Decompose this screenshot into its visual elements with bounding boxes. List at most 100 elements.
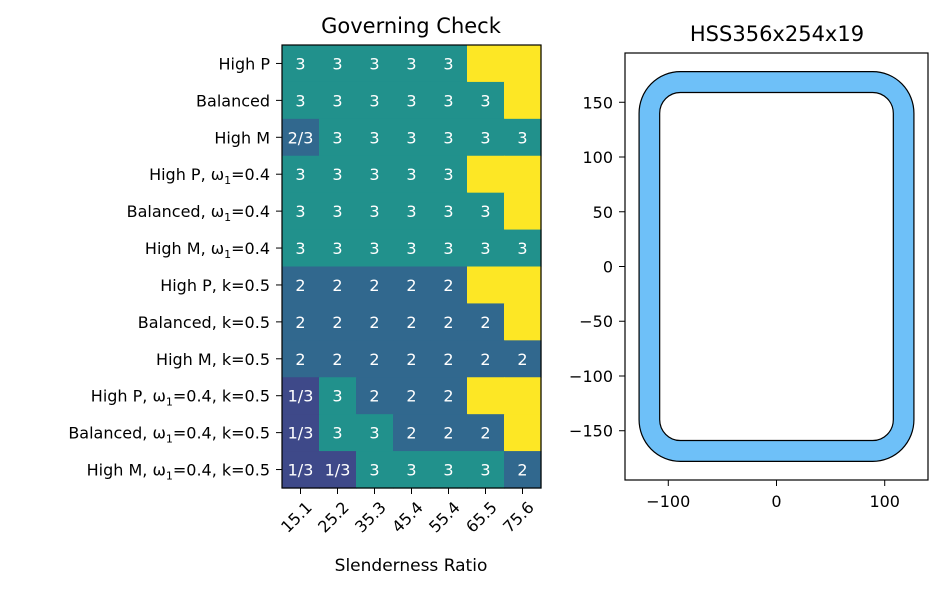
heatmap-cell-label: 3 [406,91,416,110]
heatmap-cell-label: 2 [369,276,379,295]
heatmap-cell [467,192,505,231]
heatmap-cell [393,229,431,268]
heatmap-cell [393,340,431,378]
heatmap-cell [282,414,320,452]
heatmap-cell [282,45,320,83]
heatmap-cell [282,155,320,194]
heatmap-cell [430,414,468,452]
heatmap-cell [430,377,468,415]
y-tick-label: High M, ω1=0.4, k=0.5 [87,461,270,483]
heatmap-cell-label: 3 [332,54,342,73]
heatmap-cell-label: 2 [406,424,416,443]
heatmap-cell [504,155,542,194]
y-tick-label: Balanced, ω1=0.4, k=0.5 [68,424,270,446]
y-tick-label: High M, ω1=0.4 [145,239,270,261]
heatmap-cell-label: 2 [517,350,527,369]
heatmap-cell-label: 2 [332,313,342,332]
heatmap-cell-label: 2 [295,276,305,295]
x-tick-label: −100 [646,492,690,511]
heatmap-cell [467,81,505,120]
heatmap-cell-label: 3 [406,239,416,258]
heatmap-cell-label: 3 [443,128,453,147]
heatmap-cell-label: 3 [295,165,305,184]
heatmap-cell-label: 2 [369,350,379,369]
heatmap-cell-label: 3 [332,91,342,110]
heatmap-cell-label: 3 [369,91,379,110]
heatmap-cell-label: 2 [406,276,416,295]
heatmap-cell-label: 1/3 [288,387,314,406]
heatmap-cell-label: 1/3 [288,461,314,480]
heatmap-cell [504,414,542,452]
heatmap-cell [467,266,505,305]
heatmap-cell-label: 3 [406,128,416,147]
heatmap-cell [319,229,357,268]
y-tick-label: Balanced [196,91,270,110]
heatmap-cell-label: 3 [406,202,416,221]
heatmap-cells [282,45,542,489]
heatmap-cell [504,45,542,83]
heatmap-cell-label: 3 [369,461,379,480]
heatmap-cell-label: 3 [443,239,453,258]
heatmap-cell-label: 1/3 [325,461,351,480]
heatmap-cell-label: 3 [480,128,490,147]
heatmap-cell [430,451,468,489]
heatmap-cell [356,451,394,489]
y-tick-label: −150 [569,422,613,441]
heatmap-cell-label: 3 [517,128,527,147]
section-shape [638,71,915,462]
heatmap-cell-label: 2 [480,313,490,332]
heatmap-cell-label: 3 [369,128,379,147]
heatmap-cell [356,340,394,378]
heatmap-cell-label: 3 [406,461,416,480]
heatmap-y-ticks: High P Balanced High M High P, ω1=0.4 Balanc… [68,54,282,483]
heatmap-cell [430,192,468,231]
y-tick-label: High P, ω1=0.4 [149,165,270,187]
x-tick-label: 100 [869,492,900,511]
heatmap-cell-label: 2 [480,350,490,369]
x-tick-label: 55.4 [425,498,464,537]
heatmap-cell [393,451,431,489]
heatmap-cell [282,303,320,341]
heatmap-cell-label: 2 [295,313,305,332]
heatmap-cell [356,81,394,120]
x-tick-label: 75.6 [499,498,538,537]
heatmap-cell [430,81,468,120]
heatmap-cell [356,266,394,305]
heatmap-cell-label: 3 [332,128,342,147]
heatmap-cell [467,414,505,452]
heatmap-cell-label: 3 [480,461,490,480]
heatmap-cell [504,303,542,341]
heatmap-cell [319,155,357,194]
heatmap-cell [393,45,431,83]
heatmap-cell [282,81,320,120]
y-tick-label: High M [214,128,270,147]
heatmap-cell [319,414,357,452]
heatmap-cell-label: 3 [443,202,453,221]
heatmap-cell [393,303,431,341]
heatmap-cell [504,377,542,415]
heatmap-cell [467,118,505,157]
heatmap-cell-label: 3 [295,54,305,73]
heatmap-cell-label: 2 [406,313,416,332]
heatmap-cell [430,155,468,194]
heatmap-cell [393,377,431,415]
heatmap-cell [467,451,505,489]
heatmap-cell-label: 2 [295,350,305,369]
heatmap-cell [430,266,468,305]
heatmap-cell [504,340,542,378]
heatmap-cell [356,155,394,194]
heatmap-cell [356,377,394,415]
x-tick-label: 25.2 [314,498,353,537]
heatmap-cell [319,266,357,305]
heatmap-cell [319,451,357,489]
heatmap-cell [319,377,357,415]
heatmap-cell-label: 2 [443,387,453,406]
heatmap-cell-label: 3 [443,91,453,110]
heatmap-cell-label: 3 [443,165,453,184]
heatmap-cell [467,45,505,83]
heatmap-cell [356,45,394,83]
heatmap-cell [319,303,357,341]
heatmap-title: Governing Check [321,14,502,38]
y-tick-label: 100 [582,148,613,167]
